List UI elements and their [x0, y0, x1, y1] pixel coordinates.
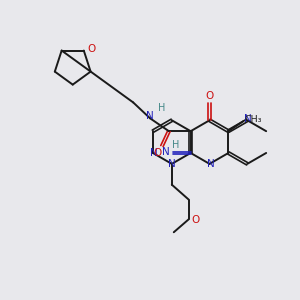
- Text: O: O: [191, 215, 200, 225]
- Text: N: N: [207, 159, 214, 169]
- Text: N: N: [162, 148, 170, 158]
- Text: CH₃: CH₃: [244, 115, 262, 124]
- Text: H: H: [158, 103, 166, 113]
- Text: O: O: [88, 44, 96, 54]
- Text: N: N: [150, 148, 158, 158]
- Text: O: O: [206, 91, 214, 100]
- Text: H: H: [172, 140, 179, 150]
- Text: O: O: [154, 148, 162, 158]
- Text: N: N: [244, 114, 252, 124]
- Text: N: N: [168, 159, 176, 169]
- Text: N: N: [146, 111, 154, 121]
